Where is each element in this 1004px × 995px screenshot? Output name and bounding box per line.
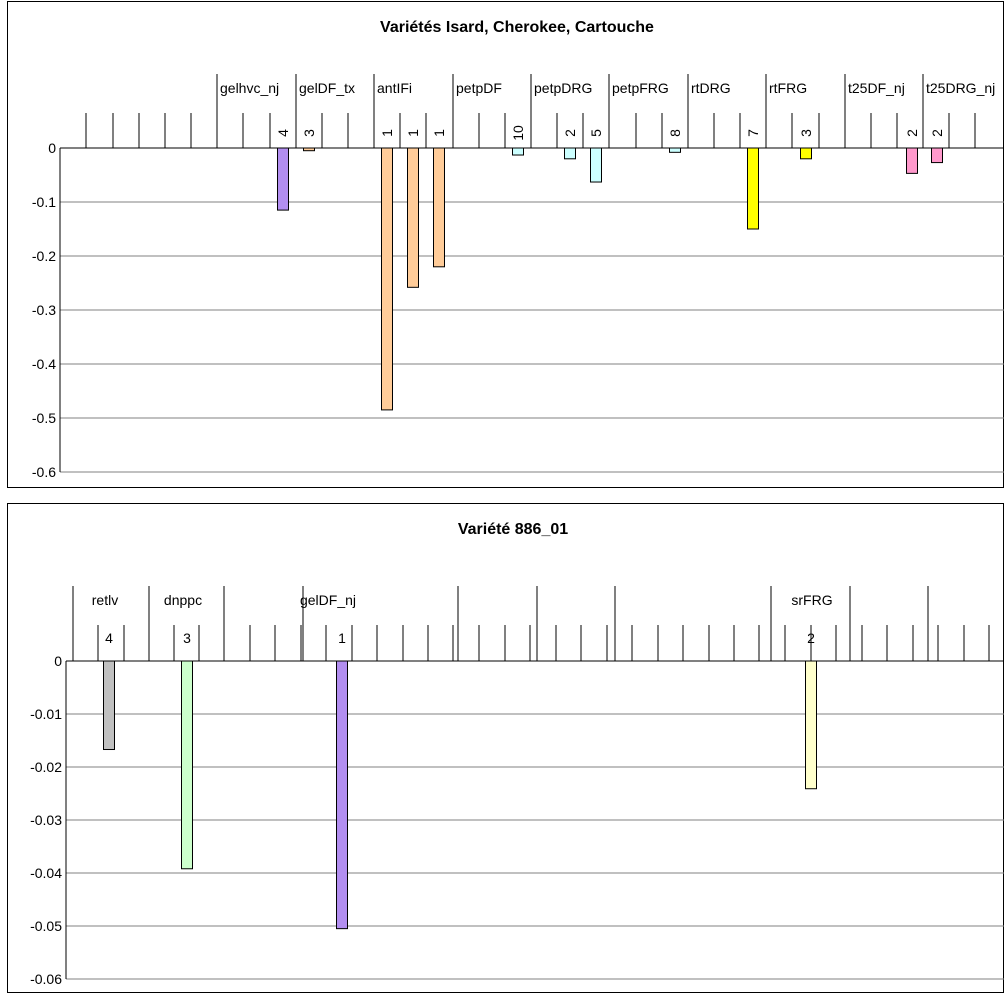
bar-data-label: 4 bbox=[275, 129, 291, 137]
bar bbox=[277, 147, 289, 211]
chart-2-title: Variété 886_01 bbox=[458, 521, 568, 538]
y-tick-label: -0.03 bbox=[30, 812, 62, 828]
bar-data-label: 2 bbox=[807, 630, 815, 646]
bar bbox=[336, 660, 348, 930]
y-tick-label: -0.02 bbox=[30, 759, 62, 775]
bar-data-label: 4 bbox=[105, 630, 113, 646]
group-label: rtDRG bbox=[691, 80, 731, 96]
group-label: antIFi bbox=[377, 80, 412, 96]
bar-data-label: 7 bbox=[745, 129, 761, 137]
bar-data-label: 2 bbox=[929, 129, 945, 137]
group-label: srFRG bbox=[791, 592, 832, 608]
chart-2-svg: Variété 886_01 0 -0.01 -0.02 -0.03 -0.04 -0.0… bbox=[30, 521, 1004, 987]
bar bbox=[669, 147, 681, 153]
bar-data-label: 3 bbox=[183, 630, 191, 646]
y-tick-label: -0.01 bbox=[30, 706, 62, 722]
bar bbox=[590, 147, 602, 183]
bar bbox=[800, 147, 812, 160]
group-label: rtFRG bbox=[769, 80, 807, 96]
bar bbox=[433, 147, 445, 268]
bar-data-label: 1 bbox=[431, 129, 447, 137]
chart-1-svg: Variétés Isard, Cherokee, Cartouche 0 -0.… bbox=[32, 19, 1004, 480]
group-label: petpDRG bbox=[534, 80, 592, 96]
bar-data-label: 3 bbox=[301, 129, 317, 137]
group-label: petpDF bbox=[456, 80, 502, 96]
group-label: gelDF_nj bbox=[300, 592, 356, 608]
chart-varietes-isard: Variétés Isard, Cherokee, Cartouche 0 -0.… bbox=[7, 1, 1004, 488]
y-tick-label: -0.2 bbox=[32, 248, 56, 264]
bar bbox=[103, 660, 115, 751]
bar bbox=[407, 147, 419, 288]
group-label: gelDF_tx bbox=[299, 80, 355, 96]
chart-variete-886-01: Variété 886_01 0 -0.01 -0.02 -0.03 -0.04 -0.0… bbox=[7, 503, 1004, 993]
bar bbox=[181, 660, 193, 870]
y-tick-label: -0.04 bbox=[30, 865, 62, 881]
y-tick-label: 0 bbox=[54, 653, 62, 669]
bar-data-label: 1 bbox=[379, 129, 395, 137]
y-tick-label: -0.3 bbox=[32, 302, 56, 318]
bar-data-label: 8 bbox=[667, 129, 683, 137]
bar bbox=[906, 147, 918, 174]
bar bbox=[512, 147, 524, 156]
group-label: t25DF_nj bbox=[848, 80, 905, 96]
group-label: gelhvc_nj bbox=[220, 80, 279, 96]
chart-1-title: Variétés Isard, Cherokee, Cartouche bbox=[380, 19, 654, 36]
y-tick-label: -0.06 bbox=[30, 971, 62, 987]
y-tick-label: 0 bbox=[48, 140, 56, 156]
y-tick-label: -0.1 bbox=[32, 194, 56, 210]
y-tick-label: -0.4 bbox=[32, 356, 56, 372]
bar bbox=[747, 147, 759, 230]
bar-data-label: 1 bbox=[405, 129, 421, 137]
bar-data-label: 10 bbox=[510, 125, 526, 141]
bar-data-label: 1 bbox=[338, 630, 346, 646]
bar-data-label: 3 bbox=[798, 129, 814, 137]
bar-data-label: 2 bbox=[562, 129, 578, 137]
group-label: dnppc bbox=[164, 592, 202, 608]
group-label: t25DRG_nj bbox=[926, 80, 995, 96]
group-label: retlv bbox=[92, 592, 118, 608]
y-tick-label: -0.6 bbox=[32, 464, 56, 480]
bar-data-label: 2 bbox=[904, 129, 920, 137]
y-tick-label: -0.5 bbox=[32, 410, 56, 426]
y-tick-label: -0.05 bbox=[30, 918, 62, 934]
bar-data-label: 5 bbox=[588, 129, 604, 137]
group-label: petpFRG bbox=[612, 80, 669, 96]
bar bbox=[931, 147, 943, 164]
bar bbox=[564, 147, 576, 160]
bar bbox=[805, 660, 817, 790]
bar bbox=[381, 147, 393, 411]
